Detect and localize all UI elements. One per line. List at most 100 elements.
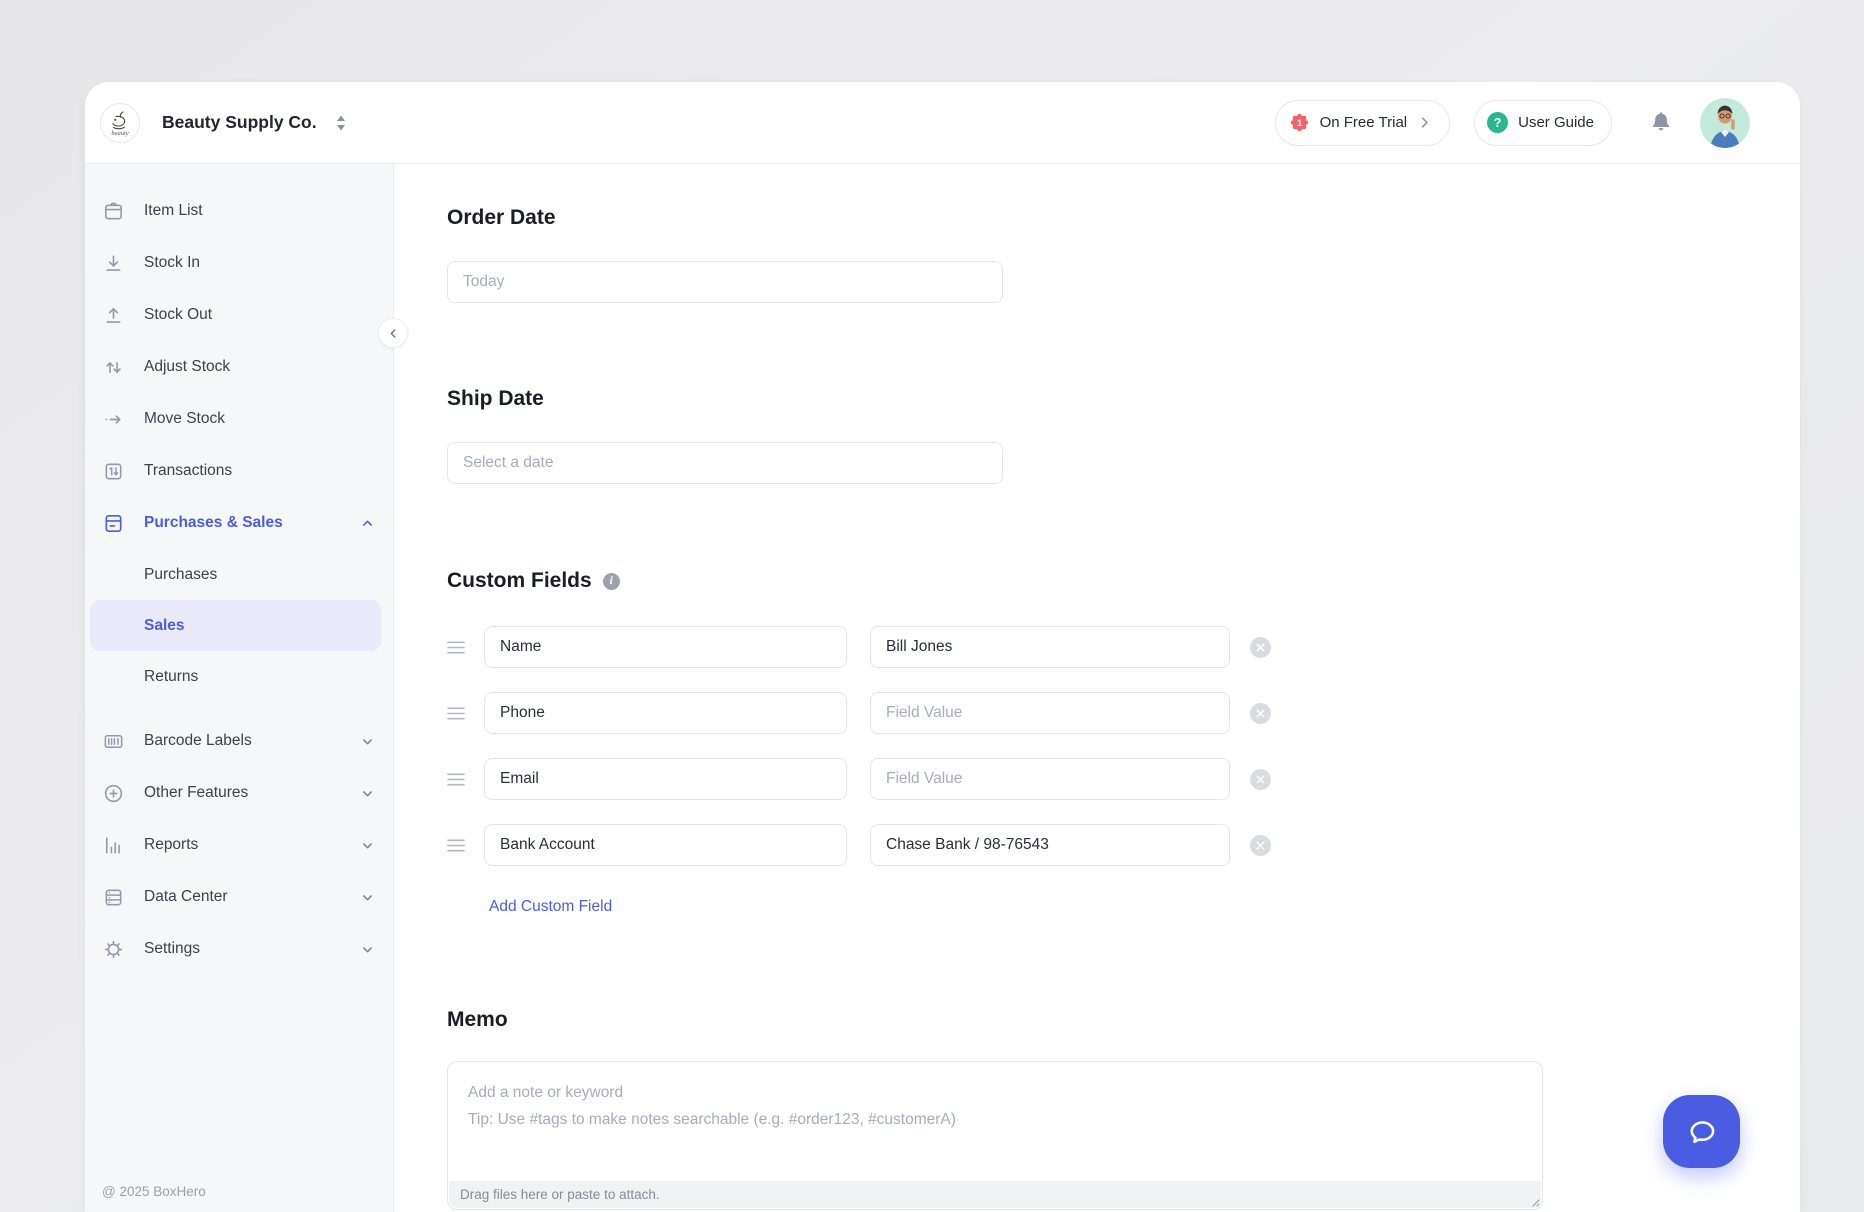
sidebar-group-gap [85, 702, 393, 715]
header-actions: 1 On Free Trial ? User Guide [1274, 97, 1750, 148]
app-header: beauty Beauty Supply Co. [85, 82, 1800, 164]
avatar-shirt [1721, 129, 1729, 137]
ship-date-heading: Ship Date [447, 387, 544, 410]
order-date-input[interactable] [447, 261, 1003, 303]
custom-fields-heading: Custom Fields [447, 569, 592, 592]
free-trial-label: On Free Trial [1319, 114, 1408, 131]
sidebar-item-reports[interactable]: Reports [85, 819, 393, 871]
package-icon [101, 199, 125, 223]
sidebar-item-data-center[interactable]: Data Center [85, 871, 393, 923]
user-avatar[interactable] [1700, 97, 1750, 148]
chevron-down-icon [360, 734, 375, 749]
memo-placeholder-line2: Tip: Use #tags to make notes searchable … [468, 1111, 956, 1128]
custom-field-value-input[interactable] [870, 758, 1230, 800]
chevron-down-icon [360, 838, 375, 853]
company-logo[interactable]: beauty [100, 102, 140, 143]
chevron-left-icon [390, 328, 396, 338]
custom-field-name-input[interactable] [484, 824, 847, 866]
sidebar-subitem-returns[interactable]: Returns [85, 651, 393, 702]
barcode-icon [101, 729, 125, 753]
logo-red-dot [114, 118, 117, 121]
ship-date-input[interactable] [447, 442, 1003, 484]
drag-handle-icon[interactable] [447, 641, 465, 654]
drag-handle-icon[interactable] [447, 839, 465, 852]
logo-text: beauty [111, 130, 128, 137]
sidebar-item-label: Barcode Labels [144, 732, 252, 749]
sidebar-item-label: Stock In [144, 254, 200, 271]
trial-badge-count: 1 [1297, 118, 1302, 128]
trial-badge-icon: 1 [1289, 112, 1310, 133]
memo-placeholder-line1: Add a note or keyword [468, 1084, 624, 1101]
close-icon [1256, 775, 1265, 783]
custom-field-value-input[interactable] [870, 824, 1230, 866]
custom-field-name-input[interactable] [484, 626, 847, 668]
sidebar-item-stock-in[interactable]: Stock In [85, 237, 393, 289]
custom-field-value-input[interactable] [870, 626, 1230, 668]
close-icon [1256, 643, 1265, 651]
add-custom-field-link[interactable]: Add Custom Field [489, 898, 613, 915]
stock-out-icon [101, 303, 125, 327]
order-date-heading: Order Date [447, 206, 556, 229]
chevron-down-icon [360, 890, 375, 905]
sidebar-item-label: Stock Out [144, 306, 213, 323]
custom-field-name-input[interactable] [484, 758, 847, 800]
sidebar-collapse-button[interactable] [378, 318, 408, 348]
sidebar-item-adjust-stock[interactable]: Adjust Stock [85, 341, 393, 393]
custom-field-row [447, 626, 1800, 668]
chat-bubble-icon [1690, 1120, 1714, 1143]
sidebar-item-label: Purchases & Sales [144, 514, 283, 531]
gear-icon [101, 937, 125, 961]
sidebar-subitem-label: Purchases [144, 565, 218, 583]
drag-handle-icon[interactable] [447, 707, 465, 720]
sidebar-item-move-stock[interactable]: Move Stock [85, 393, 393, 445]
remove-field-button[interactable] [1250, 702, 1271, 724]
sidebar-item-label: Settings [144, 940, 201, 957]
remove-field-button[interactable] [1250, 636, 1271, 658]
sidebar-item-label: Reports [144, 836, 199, 853]
resize-handle-icon[interactable] [1529, 1196, 1540, 1207]
sidebar-subitem-sales[interactable]: Sales [90, 600, 381, 651]
company-switcher-icon[interactable] [334, 114, 348, 132]
remove-field-button[interactable] [1250, 834, 1271, 856]
bar-chart-icon [101, 833, 125, 857]
info-icon[interactable]: i [602, 572, 620, 590]
logo-lineart [112, 110, 126, 129]
notifications-bell-icon[interactable] [1648, 110, 1674, 136]
sidebar-item-settings[interactable]: Settings [85, 923, 393, 975]
user-guide-button[interactable]: ? User Guide [1474, 99, 1612, 146]
custom-field-row [447, 692, 1800, 734]
user-guide-label: User Guide [1518, 114, 1594, 131]
memo-attach-dropzone[interactable]: Drag files here or paste to attach. [449, 1181, 1541, 1208]
sidebar-item-label: Data Center [144, 888, 228, 905]
remove-field-button[interactable] [1250, 768, 1271, 790]
sidebar-item-label: Adjust Stock [144, 358, 231, 375]
sales-form: Order Date Ship Date Custom Fields i [394, 164, 1800, 1212]
memo-textarea[interactable]: Add a note or keyword Tip: Use #tags to … [447, 1061, 1543, 1210]
sidebar-item-label: Transactions [144, 462, 233, 479]
sidebar-item-item-list[interactable]: Item List [85, 185, 393, 237]
sidebar-subitem-label: Returns [144, 667, 199, 685]
memo-heading: Memo [447, 1008, 508, 1031]
sidebar-item-stock-out[interactable]: Stock Out [85, 289, 393, 341]
sidebar-subitem-purchases[interactable]: Purchases [85, 549, 393, 600]
purchases-sales-icon [101, 511, 125, 535]
company-name: Beauty Supply Co. [162, 112, 317, 132]
adjust-stock-icon [101, 355, 125, 379]
transactions-icon [101, 459, 125, 483]
chevron-right-icon [1422, 117, 1428, 128]
chevron-up-icon [360, 516, 375, 531]
sidebar-item-transactions[interactable]: Transactions [85, 445, 393, 497]
sidebar-item-other-features[interactable]: Other Features [85, 767, 393, 819]
custom-field-name-input[interactable] [484, 692, 847, 734]
custom-field-row [447, 824, 1800, 866]
attach-hint-text: Drag files here or paste to attach. [460, 1187, 660, 1202]
database-icon [101, 885, 125, 909]
sidebar-item-purchases-sales[interactable]: Purchases & Sales [85, 497, 393, 549]
support-chat-button[interactable] [1663, 1095, 1740, 1168]
drag-handle-icon[interactable] [447, 773, 465, 786]
custom-field-value-input[interactable] [870, 692, 1230, 734]
sidebar-item-barcode-labels[interactable]: Barcode Labels [85, 715, 393, 767]
chevron-down-icon [360, 786, 375, 801]
avatar-face [1718, 107, 1732, 124]
free-trial-button[interactable]: 1 On Free Trial [1274, 99, 1451, 146]
